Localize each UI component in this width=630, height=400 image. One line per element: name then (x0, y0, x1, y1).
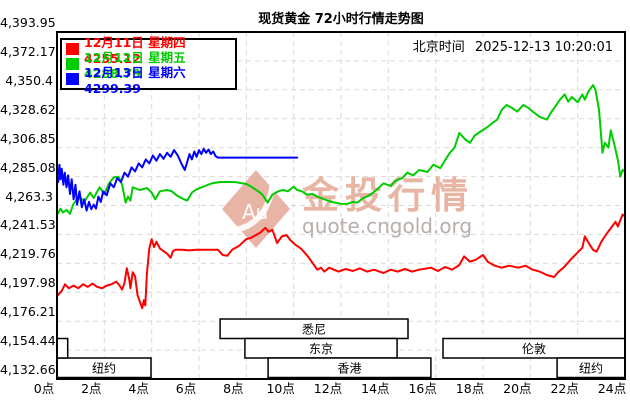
session-bar-label: 香港 (337, 362, 361, 376)
x-axis-tick-label: 24点 (597, 381, 627, 396)
y-axis-tick-label: 4,372.17 (0, 43, 56, 59)
session-bar-label: 东京 (309, 342, 333, 356)
y-axis-tick-label: 4,132.66 (0, 362, 56, 377)
y-axis-tick-label: 4,350.4 (5, 72, 53, 88)
x-axis-tick-label: 14点 (361, 381, 390, 396)
x-axis-tick-label: 18点 (455, 381, 485, 396)
y-axis-tick-label: 4,219.76 (0, 246, 56, 262)
session-bar-label: 纽约 (92, 361, 116, 376)
legend-label: 12月12日 星期五 4288.79 (84, 49, 186, 81)
x-axis-tick-label: 0点 (33, 381, 55, 396)
beijing-time-label: 北京时间 (412, 40, 465, 55)
session-bar-label: 伦敦 (522, 341, 546, 356)
legend-label: 12月13日 星期六 4299.39 (84, 65, 186, 97)
session-bar (56, 337, 69, 359)
y-axis-tick-label: 4,197.98 (0, 275, 56, 291)
page-title: 现货黄金 72小时行情走势图 (258, 12, 424, 27)
legend-swatch-icon (66, 57, 79, 70)
y-axis-tick-label: 4,328.62 (0, 101, 56, 117)
legend-box: 12月11日 星期四 4255.12 12月12日 星期五 4288.79 12月1… (60, 35, 237, 96)
watermark-brand: 金投行情 (302, 174, 474, 217)
legend-swatch-icon (66, 73, 79, 86)
x-axis-tick-label: 6点 (175, 381, 197, 396)
y-axis-tick-label: 4,263.3 (5, 188, 53, 204)
session-bar-label: 悉尼 (302, 323, 326, 337)
session-bar-label: 纽约 (579, 361, 603, 376)
price-line-series-2 (56, 147, 299, 212)
x-axis-tick-label: 10点 (266, 381, 295, 396)
x-axis-tick-label: 4点 (128, 381, 149, 396)
y-axis-tick-label: 4,154.44 (0, 333, 56, 349)
beijing-time: 北京时间 2025-12-13 10:20:01 (407, 36, 613, 55)
watermark-url: quote.cngold.org (302, 214, 472, 238)
watermark-au-symbol: Au (242, 200, 268, 224)
beijing-time-value: 2025-12-13 10:20:01 (474, 40, 613, 55)
legend-label: 12月11日 星期四 4255.12 (84, 34, 186, 66)
y-axis-tick-label: 4,393.95 (0, 15, 56, 30)
y-axis-tick-label: 4,306.85 (0, 130, 56, 146)
x-axis-tick-label: 22点 (550, 381, 579, 396)
x-axis-tick-label: 16点 (408, 381, 437, 396)
price-line-series-1 (56, 84, 626, 217)
session-bar (267, 357, 432, 379)
price-line-series-0 (56, 213, 626, 310)
legend-row-2: 12月13日 星期六 4299.39 (62, 65, 235, 96)
legend-row-1: 12月12日 星期五 4288.79 (62, 50, 235, 81)
x-axis-tick-label: 12点 (313, 381, 343, 396)
y-axis-tick-label: 4,285.08 (0, 159, 56, 175)
y-axis-tick-label: 4,241.53 (0, 217, 56, 233)
legend-swatch-icon (66, 42, 79, 55)
x-axis-tick-label: 20点 (503, 381, 532, 396)
y-axis-tick-label: 4,176.21 (0, 304, 56, 320)
legend-row-0: 12月11日 星期四 4255.12 (62, 35, 235, 66)
x-axis-tick-label: 2点 (81, 381, 102, 396)
plot-border (56, 31, 626, 380)
x-axis-tick-label: 8点 (223, 381, 244, 396)
